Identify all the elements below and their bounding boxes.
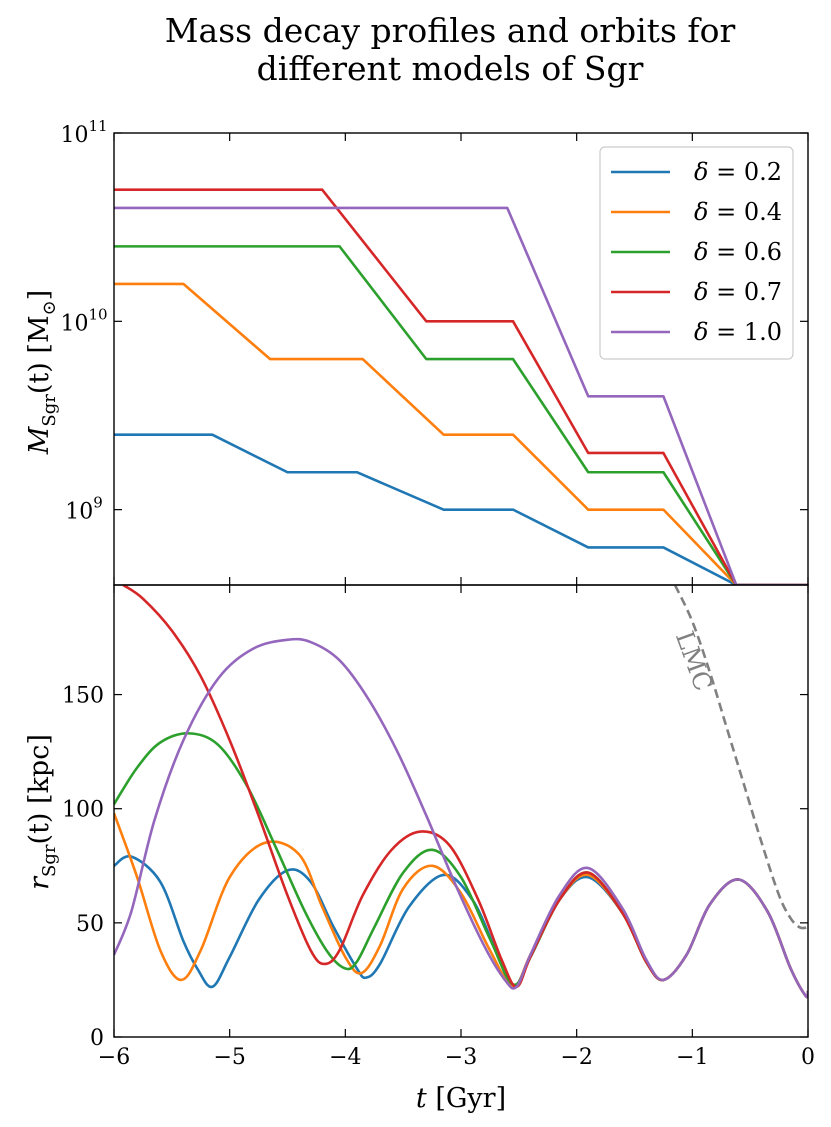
x-tick-label: 0 bbox=[801, 1045, 815, 1070]
mass-ytick-label: 1010 bbox=[60, 305, 107, 336]
mass-series-group bbox=[114, 188, 808, 585]
x-tick-label: −2 bbox=[560, 1045, 592, 1070]
legend: δ = 0.2 δ = 0.4 δ = 0.6 δ = 0.7 δ = 1.0 bbox=[599, 146, 794, 360]
lmc-annotation: LMC bbox=[670, 627, 718, 695]
figure-title-line-2: different models of Sgr bbox=[257, 49, 644, 88]
y-tick-label: 0 bbox=[90, 1026, 104, 1051]
lmc-orbit-line bbox=[673, 585, 808, 930]
x-tick-label: −5 bbox=[213, 1045, 245, 1070]
orbit-line-4 bbox=[114, 637, 808, 999]
orbit-line-3 bbox=[122, 585, 808, 999]
orbit-y-axis-label: rSgr(t) [kpc] bbox=[24, 734, 60, 890]
mass-line-0 bbox=[114, 433, 808, 585]
legend-label: δ = 0.4 bbox=[694, 198, 782, 226]
x-tick-label: −1 bbox=[676, 1045, 708, 1070]
orbit-line-1 bbox=[114, 812, 808, 999]
legend-label: δ = 0.6 bbox=[694, 238, 782, 266]
orbit-panel: −6 −5 −4 −3 −2 −1 0 0 50 100 150 rSgr(t) [kpc] t [… bbox=[24, 584, 815, 1114]
orbit-series-group bbox=[114, 585, 808, 999]
x-tick-label: −6 bbox=[98, 1045, 130, 1070]
legend-frame bbox=[599, 146, 794, 360]
y-tick-label: 50 bbox=[76, 912, 104, 937]
mass-line-1 bbox=[114, 282, 808, 585]
y-tick-label: 150 bbox=[62, 684, 104, 709]
mass-line-3 bbox=[114, 188, 808, 585]
mass-y-axis-label: MSgr(t) [M⊙] bbox=[24, 290, 60, 455]
y-tick-label: 100 bbox=[62, 798, 104, 823]
mass-line-2 bbox=[114, 245, 808, 585]
mass-ytick-label: 109 bbox=[65, 494, 103, 525]
x-axis-label: t [Gyr] bbox=[416, 1083, 506, 1114]
mass-ytick-label: 1011 bbox=[60, 117, 107, 148]
x-tick-label: −4 bbox=[329, 1045, 361, 1070]
orbit-ticks: −6 −5 −4 −3 −2 −1 0 0 50 100 150 bbox=[62, 585, 815, 1070]
legend-label: δ = 0.7 bbox=[694, 278, 782, 306]
mass-ticks: 109 1010 1011 bbox=[60, 117, 809, 585]
x-tick-label: −3 bbox=[445, 1045, 477, 1070]
mass-line-4 bbox=[114, 206, 808, 585]
legend-label: δ = 1.0 bbox=[694, 318, 782, 346]
figure-title-line-1: Mass decay profiles and orbits for bbox=[165, 11, 736, 50]
legend-label: δ = 0.2 bbox=[694, 158, 782, 186]
